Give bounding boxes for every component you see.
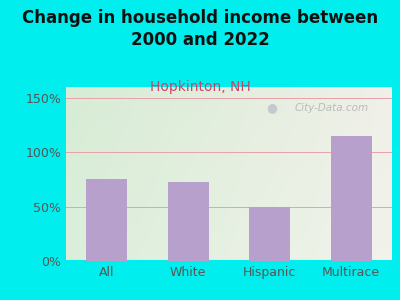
- Text: ●: ●: [266, 101, 277, 114]
- Text: Change in household income between
2000 and 2022: Change in household income between 2000 …: [22, 9, 378, 49]
- Text: Hopkinton, NH: Hopkinton, NH: [150, 80, 250, 94]
- Bar: [168, 182, 209, 261]
- Text: City-Data.com: City-Data.com: [294, 103, 368, 113]
- Bar: [86, 179, 127, 261]
- Bar: [249, 207, 290, 261]
- Bar: [331, 136, 372, 261]
